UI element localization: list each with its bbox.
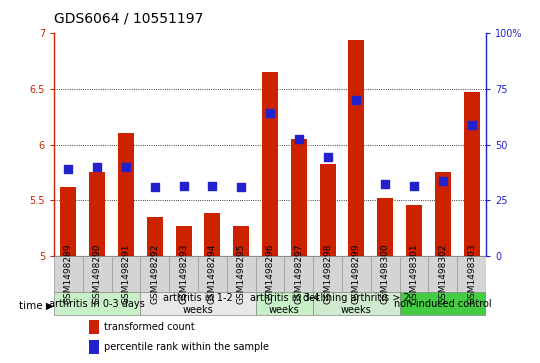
Bar bbox=[348, 41, 364, 256]
Bar bbox=[140, 292, 255, 315]
Text: GSM1498300: GSM1498300 bbox=[381, 244, 390, 304]
Point bbox=[64, 166, 73, 172]
Bar bbox=[227, 256, 255, 291]
Bar bbox=[291, 139, 307, 256]
Text: GSM1498295: GSM1498295 bbox=[237, 244, 246, 304]
Bar bbox=[83, 256, 112, 291]
Text: GSM1498290: GSM1498290 bbox=[93, 244, 102, 304]
Text: declining arthritis > 2
weeks: declining arthritis > 2 weeks bbox=[303, 293, 410, 315]
Bar bbox=[89, 172, 105, 256]
Bar bbox=[313, 292, 400, 315]
Bar bbox=[313, 256, 342, 291]
Point bbox=[294, 136, 303, 142]
Point bbox=[381, 181, 389, 187]
Bar bbox=[89, 320, 99, 334]
Bar bbox=[255, 292, 313, 315]
Bar bbox=[285, 256, 313, 291]
Text: time ▶: time ▶ bbox=[19, 300, 54, 310]
Bar bbox=[118, 133, 134, 256]
Text: GSM1498291: GSM1498291 bbox=[122, 244, 131, 304]
Point bbox=[93, 164, 102, 170]
Text: non-induced control: non-induced control bbox=[394, 299, 491, 309]
Bar bbox=[255, 256, 285, 291]
Text: GSM1498293: GSM1498293 bbox=[179, 244, 188, 304]
Text: transformed count: transformed count bbox=[104, 322, 194, 332]
Bar bbox=[406, 205, 422, 256]
Bar bbox=[400, 292, 486, 315]
Bar bbox=[140, 256, 169, 291]
Text: GSM1498302: GSM1498302 bbox=[438, 244, 447, 304]
Bar bbox=[435, 172, 451, 256]
Bar bbox=[233, 226, 249, 256]
Bar bbox=[464, 92, 480, 256]
Text: GSM1498292: GSM1498292 bbox=[150, 244, 159, 304]
Bar bbox=[205, 213, 220, 256]
Bar bbox=[198, 256, 227, 291]
Text: percentile rank within the sample: percentile rank within the sample bbox=[104, 342, 269, 352]
Bar bbox=[54, 292, 140, 315]
Text: GSM1498301: GSM1498301 bbox=[409, 244, 418, 304]
Bar bbox=[54, 256, 83, 291]
Bar bbox=[457, 256, 486, 291]
Point bbox=[323, 154, 332, 160]
Point bbox=[151, 184, 159, 190]
Bar bbox=[400, 256, 428, 291]
Text: GSM1498294: GSM1498294 bbox=[208, 244, 217, 304]
Text: GSM1498297: GSM1498297 bbox=[294, 244, 303, 304]
Text: arthritis in 0-3 days: arthritis in 0-3 days bbox=[49, 299, 145, 309]
Bar bbox=[60, 187, 76, 256]
Point bbox=[237, 184, 246, 190]
Text: arthritis in 1-2
weeks: arthritis in 1-2 weeks bbox=[163, 293, 233, 315]
Point bbox=[352, 97, 361, 103]
Point bbox=[438, 179, 447, 184]
Text: GSM1498299: GSM1498299 bbox=[352, 244, 361, 304]
Text: GDS6064 / 10551197: GDS6064 / 10551197 bbox=[54, 11, 204, 25]
Bar bbox=[342, 256, 371, 291]
Bar bbox=[428, 256, 457, 291]
Bar bbox=[371, 256, 400, 291]
Text: GSM1498303: GSM1498303 bbox=[467, 244, 476, 304]
Point bbox=[467, 123, 476, 129]
Point bbox=[122, 164, 130, 170]
Bar bbox=[377, 198, 393, 256]
Bar bbox=[112, 256, 140, 291]
Bar bbox=[89, 340, 99, 354]
Point bbox=[266, 110, 274, 116]
Bar bbox=[176, 226, 192, 256]
Text: GSM1498298: GSM1498298 bbox=[323, 244, 332, 304]
Bar bbox=[169, 256, 198, 291]
Bar bbox=[320, 163, 335, 256]
Bar bbox=[262, 72, 278, 256]
Text: GSM1498289: GSM1498289 bbox=[64, 244, 73, 304]
Point bbox=[208, 183, 217, 189]
Point bbox=[410, 183, 418, 189]
Text: GSM1498296: GSM1498296 bbox=[266, 244, 274, 304]
Text: arthritis in 3-4
weeks: arthritis in 3-4 weeks bbox=[249, 293, 319, 315]
Bar bbox=[147, 217, 163, 256]
Point bbox=[179, 183, 188, 189]
